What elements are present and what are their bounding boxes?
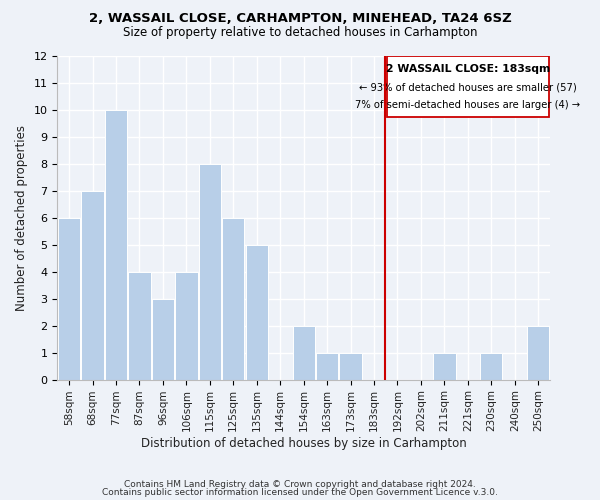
- Bar: [175, 272, 197, 380]
- Text: 2 WASSAIL CLOSE: 183sqm: 2 WASSAIL CLOSE: 183sqm: [386, 64, 550, 74]
- Text: 2, WASSAIL CLOSE, CARHAMPTON, MINEHEAD, TA24 6SZ: 2, WASSAIL CLOSE, CARHAMPTON, MINEHEAD, …: [89, 12, 511, 26]
- Y-axis label: Number of detached properties: Number of detached properties: [15, 125, 28, 311]
- Bar: [527, 326, 550, 380]
- Text: ← 93% of detached houses are smaller (57): ← 93% of detached houses are smaller (57…: [359, 82, 577, 92]
- Bar: [58, 218, 80, 380]
- X-axis label: Distribution of detached houses by size in Carhampton: Distribution of detached houses by size …: [141, 437, 467, 450]
- Bar: [293, 326, 315, 380]
- Bar: [480, 352, 502, 380]
- Bar: [316, 352, 338, 380]
- Bar: [245, 245, 268, 380]
- Bar: [105, 110, 127, 380]
- Bar: [222, 218, 244, 380]
- Bar: [433, 352, 455, 380]
- Bar: [82, 191, 104, 380]
- Bar: [340, 352, 362, 380]
- Bar: [128, 272, 151, 380]
- FancyBboxPatch shape: [387, 56, 549, 117]
- Bar: [152, 299, 174, 380]
- Text: Contains public sector information licensed under the Open Government Licence v.: Contains public sector information licen…: [102, 488, 498, 497]
- Text: Contains HM Land Registry data © Crown copyright and database right 2024.: Contains HM Land Registry data © Crown c…: [124, 480, 476, 489]
- Text: Size of property relative to detached houses in Carhampton: Size of property relative to detached ho…: [123, 26, 477, 39]
- Bar: [199, 164, 221, 380]
- Text: 7% of semi-detached houses are larger (4) →: 7% of semi-detached houses are larger (4…: [355, 100, 580, 110]
